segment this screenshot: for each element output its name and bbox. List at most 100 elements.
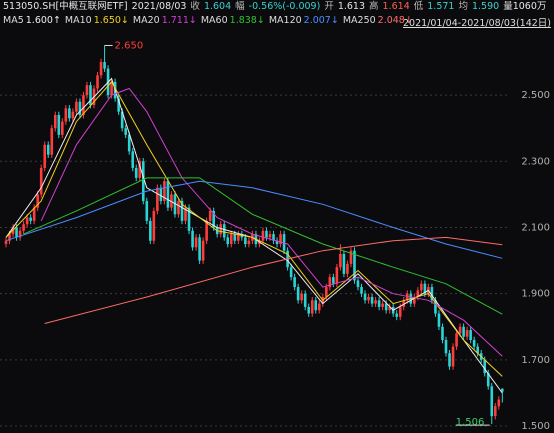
candle-body bbox=[413, 296, 416, 304]
ma-value: 1.711↓ bbox=[161, 15, 197, 26]
y-tick-label: 2.300 bbox=[521, 156, 550, 167]
candle-body bbox=[398, 306, 402, 317]
candle-body bbox=[367, 296, 370, 301]
ma-value: 2.048↓ bbox=[377, 15, 413, 26]
date-range: 2021/01/04-2021/08/03(142日) bbox=[403, 18, 551, 29]
candle-body bbox=[191, 230, 194, 248]
candle-body bbox=[15, 227, 18, 238]
candle-body bbox=[32, 207, 36, 221]
candle-body bbox=[152, 210, 156, 241]
ma-name: MA250 bbox=[342, 15, 376, 26]
ma-value: 1.650↓ bbox=[93, 15, 129, 26]
candle-body bbox=[131, 151, 135, 168]
quote-field: 1.614 bbox=[382, 1, 410, 12]
candle-body bbox=[444, 340, 448, 354]
candle-body bbox=[490, 386, 494, 417]
candle-body bbox=[233, 234, 237, 241]
candle-body bbox=[120, 111, 124, 129]
candle-body bbox=[420, 283, 423, 291]
candle-body bbox=[71, 111, 75, 119]
candle-body bbox=[39, 167, 43, 195]
candle-body bbox=[303, 293, 307, 307]
candle-body bbox=[145, 201, 149, 221]
ma-value: 1.838↓ bbox=[229, 15, 265, 26]
y-tick-label: 2.100 bbox=[521, 222, 550, 233]
candle-body bbox=[222, 224, 226, 238]
candle-body bbox=[377, 300, 381, 307]
candle-body bbox=[501, 388, 504, 392]
candle-body bbox=[476, 346, 479, 354]
candle-body bbox=[96, 75, 99, 89]
candle-body bbox=[237, 234, 240, 241]
ma-line bbox=[5, 81, 503, 377]
candle-body bbox=[46, 144, 50, 155]
candle-body bbox=[261, 230, 265, 241]
y-tick-label: 2.500 bbox=[521, 90, 550, 101]
candle-body bbox=[184, 207, 187, 221]
candle-body bbox=[156, 187, 159, 211]
candle-body bbox=[458, 326, 462, 334]
ma-line bbox=[23, 177, 503, 315]
candle-body bbox=[170, 194, 173, 208]
candle-body bbox=[68, 108, 71, 119]
candle-body bbox=[85, 85, 89, 96]
candle-body bbox=[43, 144, 47, 168]
candle-body bbox=[22, 224, 25, 231]
candle-body bbox=[349, 250, 353, 264]
ma-name: MA20 bbox=[132, 15, 160, 26]
candle-body bbox=[208, 210, 212, 221]
candle-body bbox=[78, 101, 82, 115]
candle-body bbox=[275, 240, 279, 245]
candle-body bbox=[205, 220, 208, 241]
candle-body bbox=[138, 161, 142, 178]
candle-body bbox=[166, 181, 170, 208]
quote-field: 1.613 bbox=[337, 1, 366, 12]
candle-body bbox=[198, 237, 201, 261]
candle-body bbox=[462, 326, 465, 337]
candle-body bbox=[110, 81, 113, 96]
y-tick-label: 1.500 bbox=[521, 421, 550, 432]
ma-name: MA10 bbox=[64, 15, 92, 26]
high-label: 2.650 bbox=[115, 40, 144, 51]
candle-body bbox=[103, 62, 106, 69]
quote-field: 低 bbox=[413, 1, 424, 12]
candle-body bbox=[149, 220, 152, 241]
candle-body bbox=[219, 224, 223, 235]
candle-body bbox=[339, 253, 342, 268]
candle-body bbox=[430, 287, 434, 301]
ma-legend: MA5 1.600↑ MA10 1.650↓ MA20 1.711↓ MA60 1.838↓ M… bbox=[3, 15, 417, 27]
quote-field: 513050.SH[中概互联网ETF] bbox=[3, 1, 128, 12]
candle-body bbox=[82, 95, 85, 115]
candle-body bbox=[187, 207, 191, 231]
candle-body bbox=[61, 121, 64, 135]
candle-body bbox=[29, 217, 32, 221]
ma-line bbox=[5, 180, 503, 259]
candle-body bbox=[4, 240, 8, 245]
candle-body bbox=[483, 359, 487, 374]
candle-body bbox=[486, 373, 490, 387]
candle-body bbox=[356, 280, 360, 288]
candle-body bbox=[177, 201, 180, 215]
quote-field: 1.590 bbox=[471, 1, 500, 12]
quote-field: 量1060万 bbox=[503, 1, 547, 12]
candle-body bbox=[455, 333, 458, 347]
candle-body bbox=[64, 108, 68, 122]
quote-field: 均 bbox=[458, 1, 468, 12]
candle-body bbox=[293, 277, 296, 288]
candle-body bbox=[493, 406, 497, 417]
ma-name: MA5 bbox=[3, 15, 24, 26]
candle-body bbox=[268, 234, 272, 238]
candle-body bbox=[8, 234, 11, 241]
candle-body bbox=[416, 290, 420, 297]
quote-field: -0.56%(-0.009) bbox=[248, 1, 321, 12]
candle-body bbox=[89, 85, 92, 106]
candle-body bbox=[127, 134, 131, 152]
candle-body bbox=[388, 306, 391, 311]
y-tick-label: 1.900 bbox=[521, 289, 550, 300]
candle-body bbox=[360, 287, 363, 294]
candle-body bbox=[289, 267, 293, 278]
candle-body bbox=[423, 283, 427, 294]
quote-field: 高 bbox=[369, 1, 379, 12]
candle-body bbox=[310, 300, 314, 314]
